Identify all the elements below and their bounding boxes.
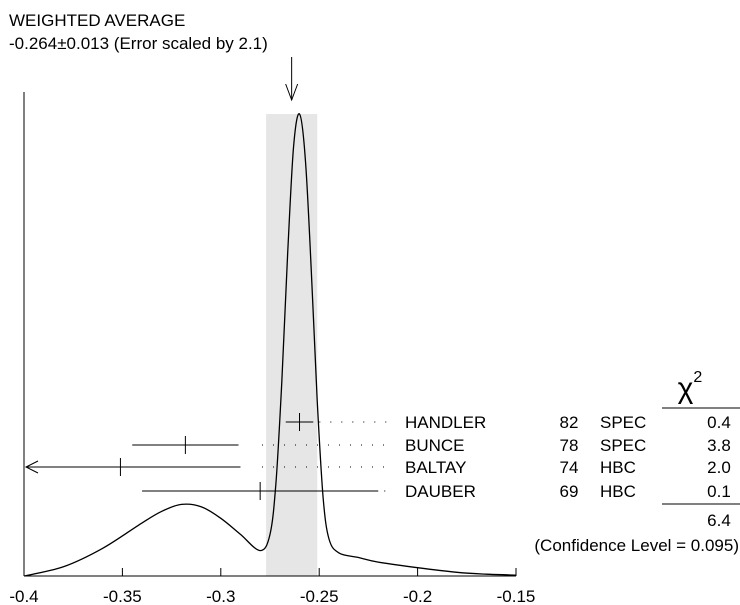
chart-title: WEIGHTED AVERAGE (9, 11, 185, 30)
measurement-name: BALTAY (405, 458, 466, 477)
weighted-average-arrow-head (285, 83, 299, 102)
x-tick-label: -0.35 (103, 587, 142, 605)
measurement-technique: HBC (600, 458, 636, 477)
ideogram-curve (23, 113, 517, 577)
measurement-technique: SPEC (600, 413, 646, 432)
chi2-header: χ2 (678, 369, 703, 405)
measurement-row: BALTAY 74 HBC 2.0 (24, 458, 731, 477)
measurement-row: BUNCE 78 SPEC 3.8 (132, 436, 731, 455)
measurement-year: 78 (560, 436, 579, 455)
measurement-chi2: 0.4 (707, 413, 731, 432)
chart-subtitle: -0.264±0.013 (Error scaled by 2.1) (9, 34, 268, 53)
measurement-name: DAUBER (405, 482, 476, 501)
measurement-technique: HBC (600, 482, 636, 501)
measurement-name: HANDLER (405, 413, 486, 432)
x-tick-label: -0.3 (206, 587, 235, 605)
measurement-row: HANDLER 82 SPEC 0.4 (285, 413, 731, 432)
measurement-name: BUNCE (405, 436, 465, 455)
confidence-level: (Confidence Level = 0.095) (534, 536, 739, 555)
measurement-chi2: 0.1 (707, 482, 731, 501)
measurement-chi2: 2.0 (707, 458, 731, 477)
error-bar-arrow (24, 460, 39, 474)
x-tick-label: -0.15 (497, 587, 536, 605)
measurement-chi2: 3.8 (707, 436, 731, 455)
measurement-row: DAUBER 69 HBC 0.1 (142, 482, 731, 501)
measurement-year: 74 (560, 458, 579, 477)
x-tick-label: -0.25 (300, 587, 339, 605)
x-tick-label: -0.2 (403, 587, 432, 605)
x-tick-label: -0.4 (9, 587, 38, 605)
chi2-total: 6.4 (707, 511, 731, 530)
measurement-year: 69 (560, 482, 579, 501)
measurement-technique: SPEC (600, 436, 646, 455)
measurement-year: 82 (560, 413, 579, 432)
